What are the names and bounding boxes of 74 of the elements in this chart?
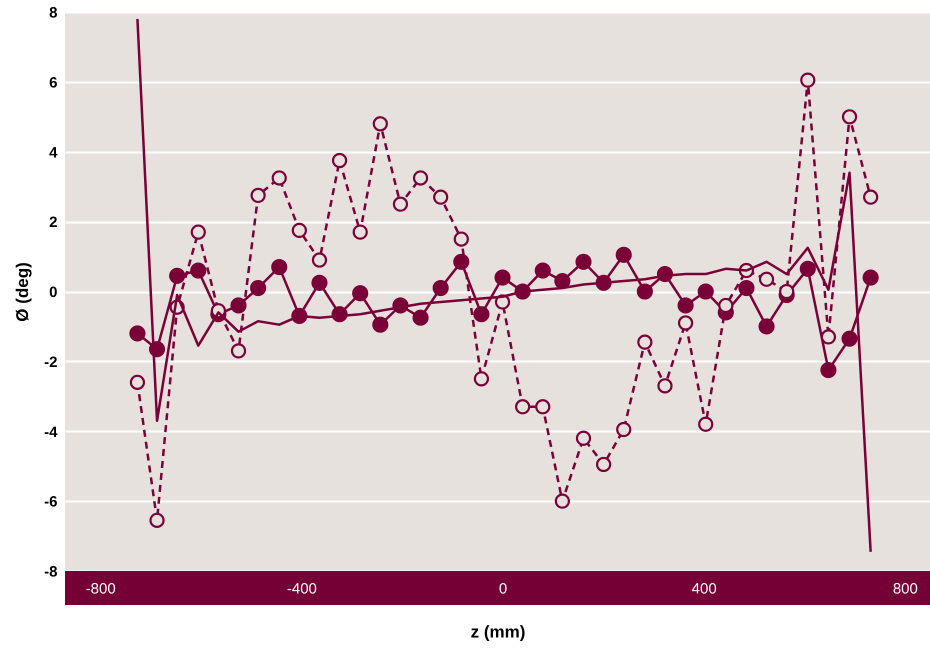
y-tick-label: -6	[44, 494, 58, 511]
y-tick-label: 4	[49, 144, 58, 162]
point	[698, 283, 714, 300]
point	[190, 262, 206, 279]
point	[433, 190, 448, 205]
line-series	[136, 18, 872, 554]
x-tick-label: -800	[86, 580, 116, 598]
point	[352, 224, 368, 240]
y-tick-label: -8	[44, 564, 58, 580]
point	[494, 269, 511, 286]
point	[454, 231, 469, 247]
point	[535, 399, 550, 414]
point	[250, 188, 266, 204]
point	[678, 315, 694, 331]
point	[820, 362, 836, 378]
point	[596, 456, 612, 472]
point	[800, 260, 816, 277]
point	[312, 252, 328, 268]
point	[149, 512, 165, 528]
point	[332, 152, 348, 168]
y-tick-label: -4	[44, 424, 58, 441]
point	[698, 416, 714, 432]
point	[842, 109, 858, 124]
point	[637, 334, 652, 350]
point	[554, 494, 570, 509]
y-axis-title: Ø (deg)	[13, 262, 32, 322]
point	[230, 343, 246, 358]
y-tick-label: 0	[49, 284, 58, 301]
point	[474, 371, 490, 386]
y-tick-label: 2	[49, 214, 58, 232]
point	[392, 196, 408, 212]
x-axis-title: z (mm)	[470, 622, 526, 642]
point	[862, 269, 879, 286]
point	[575, 254, 592, 270]
y-tick-label: -2	[44, 354, 58, 371]
point	[190, 224, 206, 240]
point	[534, 262, 551, 279]
point	[372, 316, 388, 333]
x-tick-label: 400	[692, 580, 717, 598]
point	[169, 268, 186, 284]
point	[515, 399, 530, 414]
point	[129, 325, 146, 342]
point	[352, 285, 368, 302]
point	[230, 297, 247, 314]
point	[432, 280, 449, 296]
x-tick-label: 0	[498, 580, 508, 598]
point	[657, 378, 673, 394]
point	[292, 222, 307, 238]
point	[372, 116, 388, 132]
x-tick-label: -400	[286, 580, 317, 598]
point	[863, 190, 878, 205]
point	[554, 272, 570, 290]
point	[738, 280, 754, 296]
point	[841, 330, 858, 347]
point	[758, 272, 774, 287]
point	[271, 259, 288, 276]
point	[250, 280, 266, 296]
point	[800, 72, 816, 88]
point	[616, 246, 632, 263]
point	[678, 297, 694, 314]
point	[576, 430, 592, 446]
point	[636, 283, 653, 300]
point	[311, 274, 328, 291]
point	[758, 318, 775, 334]
point	[616, 422, 632, 438]
x-tick-label: 800	[892, 580, 918, 598]
y-tick-label: 6	[49, 74, 58, 92]
point	[412, 170, 428, 186]
point	[473, 306, 490, 322]
y-tick-label: 8	[49, 4, 58, 22]
point	[412, 310, 429, 326]
point	[820, 329, 836, 345]
point	[130, 374, 146, 390]
point	[272, 170, 287, 186]
